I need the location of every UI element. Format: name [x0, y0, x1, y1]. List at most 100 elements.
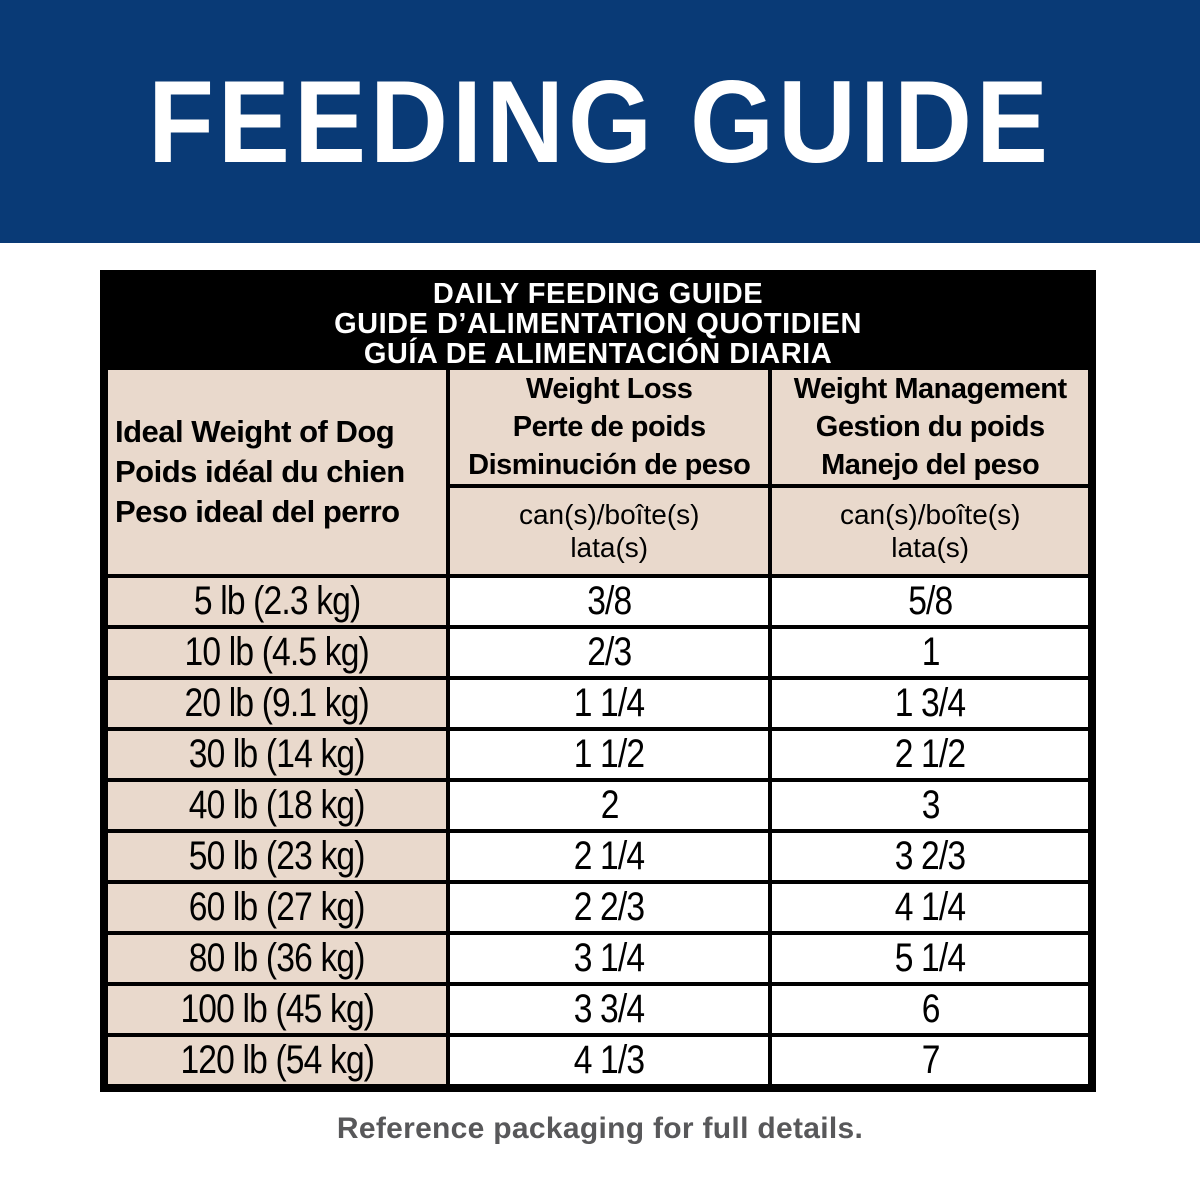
table-row: 100 lb (45 kg) 3 3/4 6 [108, 982, 1088, 1033]
weight-loss-value: 2 2/3 [573, 885, 645, 929]
weight-loss-cell: 2/3 [450, 629, 773, 676]
weight-value: 40 lb (18 kg) [189, 783, 366, 827]
weight-cell: 120 lb (54 kg) [108, 1037, 451, 1084]
weight-loss-cell: 3 3/4 [450, 986, 773, 1033]
banner-title: FEEDING GUIDE [147, 56, 1053, 187]
weight-management-value: 1 3/4 [894, 681, 966, 725]
weight-management-value: 7 [921, 1038, 940, 1082]
weight-management-label-fr: Gestion du poids [815, 411, 1045, 443]
weight-loss-unit-lata: lata(s) [570, 532, 649, 563]
weight-loss-value: 1 1/4 [573, 681, 645, 725]
footer-note-text: Reference packaging for full details. [336, 1112, 864, 1145]
table-row: 5 lb (2.3 kg) 3/8 5/8 [108, 578, 1088, 625]
weight-management-value: 6 [921, 987, 940, 1031]
weight-management-value: 2 1/2 [894, 732, 966, 776]
weight-loss-cell: 4 1/3 [450, 1037, 773, 1084]
ideal-weight-label-en: Ideal Weight of Dog [115, 414, 395, 449]
weight-loss-value: 1 1/2 [573, 732, 645, 776]
table-row: 40 lb (18 kg) 2 3 [108, 778, 1088, 829]
weight-management-value: 4 1/4 [894, 885, 966, 929]
weight-management-cell: 4 1/4 [772, 884, 1088, 931]
weight-loss-label-en: Weight Loss [526, 373, 693, 405]
weight-value: 120 lb (54 kg) [180, 1038, 375, 1082]
weight-loss-value: 4 1/3 [573, 1038, 645, 1082]
weight-loss-value: 3 3/4 [573, 987, 645, 1031]
weight-cell: 30 lb (14 kg) [108, 731, 451, 778]
weight-management-units: can(s)/boîte(s) lata(s) [772, 488, 1088, 574]
ideal-weight-label-fr: Poids idéal du chien [115, 454, 405, 489]
footer-note: Reference packaging for full details. [0, 1112, 1200, 1146]
table-title-block: DAILY FEEDING GUIDE GUIDE D’ALIMENTATION… [108, 278, 1088, 370]
weight-management-value: 3 [921, 783, 940, 827]
weight-management-label-es: Manejo del peso [821, 449, 1040, 481]
weight-cell: 10 lb (4.5 kg) [108, 629, 451, 676]
weight-management-label-en: Weight Management [793, 373, 1067, 405]
column-header-weight-management: Weight Management Gestion du poids Manej… [772, 370, 1088, 574]
weight-management-value: 5 1/4 [894, 936, 966, 980]
weight-loss-value: 2/3 [587, 630, 632, 674]
weight-loss-cell: 2 2/3 [450, 884, 773, 931]
weight-management-cell: 5 1/4 [772, 935, 1088, 982]
weight-loss-value: 2 [600, 783, 619, 827]
weight-management-title: Weight Management Gestion du poids Manej… [772, 370, 1088, 488]
weight-management-cell: 1 [772, 629, 1088, 676]
weight-value: 30 lb (14 kg) [189, 732, 366, 776]
table-row: 120 lb (54 kg) 4 1/3 7 [108, 1033, 1088, 1084]
table-row: 20 lb (9.1 kg) 1 1/4 1 3/4 [108, 676, 1088, 727]
weight-management-unit-can: can(s)/boîte(s) [839, 499, 1021, 530]
daily-feeding-guide-table: DAILY FEEDING GUIDE GUIDE D’ALIMENTATION… [100, 270, 1096, 1092]
weight-management-cell: 6 [772, 986, 1088, 1033]
weight-loss-value: 3 1/4 [573, 936, 645, 980]
weight-management-value: 1 [921, 630, 940, 674]
weight-management-cell: 5/8 [772, 578, 1088, 625]
weight-loss-title: Weight Loss Perte de poids Disminución d… [450, 370, 769, 488]
table-row: 80 lb (36 kg) 3 1/4 5 1/4 [108, 931, 1088, 982]
weight-management-cell: 7 [772, 1037, 1088, 1084]
column-header-row: Ideal Weight of Dog Poids idéal du chien… [108, 370, 1088, 578]
weight-cell: 80 lb (36 kg) [108, 935, 451, 982]
ideal-weight-label-es: Peso ideal del perro [115, 494, 400, 529]
weight-loss-label-fr: Perte de poids [512, 411, 706, 443]
weight-loss-unit-can: can(s)/boîte(s) [518, 499, 700, 530]
table-title-en: DAILY FEEDING GUIDE [432, 278, 764, 310]
weight-value: 20 lb (9.1 kg) [184, 681, 370, 725]
weight-management-cell: 1 3/4 [772, 680, 1088, 727]
weight-loss-cell: 3 1/4 [450, 935, 773, 982]
weight-loss-value: 3/8 [587, 579, 632, 623]
weight-management-value: 5/8 [908, 579, 953, 623]
weight-loss-cell: 1 1/2 [450, 731, 773, 778]
table-row: 10 lb (4.5 kg) 2/3 1 [108, 625, 1088, 676]
feeding-guide-banner: FEEDING GUIDE [0, 0, 1200, 243]
weight-management-unit-lata: lata(s) [891, 532, 970, 563]
table-row: 60 lb (27 kg) 2 2/3 4 1/4 [108, 880, 1088, 931]
weight-management-cell: 3 2/3 [772, 833, 1088, 880]
column-header-ideal-weight: Ideal Weight of Dog Poids idéal du chien… [108, 370, 451, 574]
weight-loss-label-es: Disminución de peso [468, 449, 751, 481]
table-row: 50 lb (23 kg) 2 1/4 3 2/3 [108, 829, 1088, 880]
weight-value: 10 lb (4.5 kg) [184, 630, 370, 674]
weight-loss-value: 2 1/4 [573, 834, 645, 878]
weight-cell: 5 lb (2.3 kg) [108, 578, 451, 625]
weight-management-cell: 2 1/2 [772, 731, 1088, 778]
weight-cell: 40 lb (18 kg) [108, 782, 451, 829]
table-title-fr: GUIDE D’ALIMENTATION QUOTIDIEN [334, 308, 862, 340]
weight-value: 5 lb (2.3 kg) [193, 579, 361, 623]
weight-cell: 60 lb (27 kg) [108, 884, 451, 931]
weight-management-cell: 3 [772, 782, 1088, 829]
column-header-weight-loss: Weight Loss Perte de poids Disminución d… [450, 370, 773, 574]
weight-cell: 100 lb (45 kg) [108, 986, 451, 1033]
weight-management-value: 3 2/3 [894, 834, 966, 878]
weight-cell: 50 lb (23 kg) [108, 833, 451, 880]
weight-loss-cell: 3/8 [450, 578, 773, 625]
weight-cell: 20 lb (9.1 kg) [108, 680, 451, 727]
table-title-es: GUÍA DE ALIMENTACIÓN DIARIA [363, 338, 833, 370]
weight-loss-cell: 2 [450, 782, 773, 829]
weight-value: 80 lb (36 kg) [189, 936, 366, 980]
weight-value: 100 lb (45 kg) [180, 987, 375, 1031]
weight-loss-units: can(s)/boîte(s) lata(s) [450, 488, 768, 574]
weight-value: 60 lb (27 kg) [189, 885, 366, 929]
table-row: 30 lb (14 kg) 1 1/2 2 1/2 [108, 727, 1088, 778]
table-body: 5 lb (2.3 kg) 3/8 5/8 10 lb (4.5 kg) 2/3… [108, 578, 1088, 1084]
weight-loss-cell: 2 1/4 [450, 833, 773, 880]
weight-loss-cell: 1 1/4 [450, 680, 773, 727]
